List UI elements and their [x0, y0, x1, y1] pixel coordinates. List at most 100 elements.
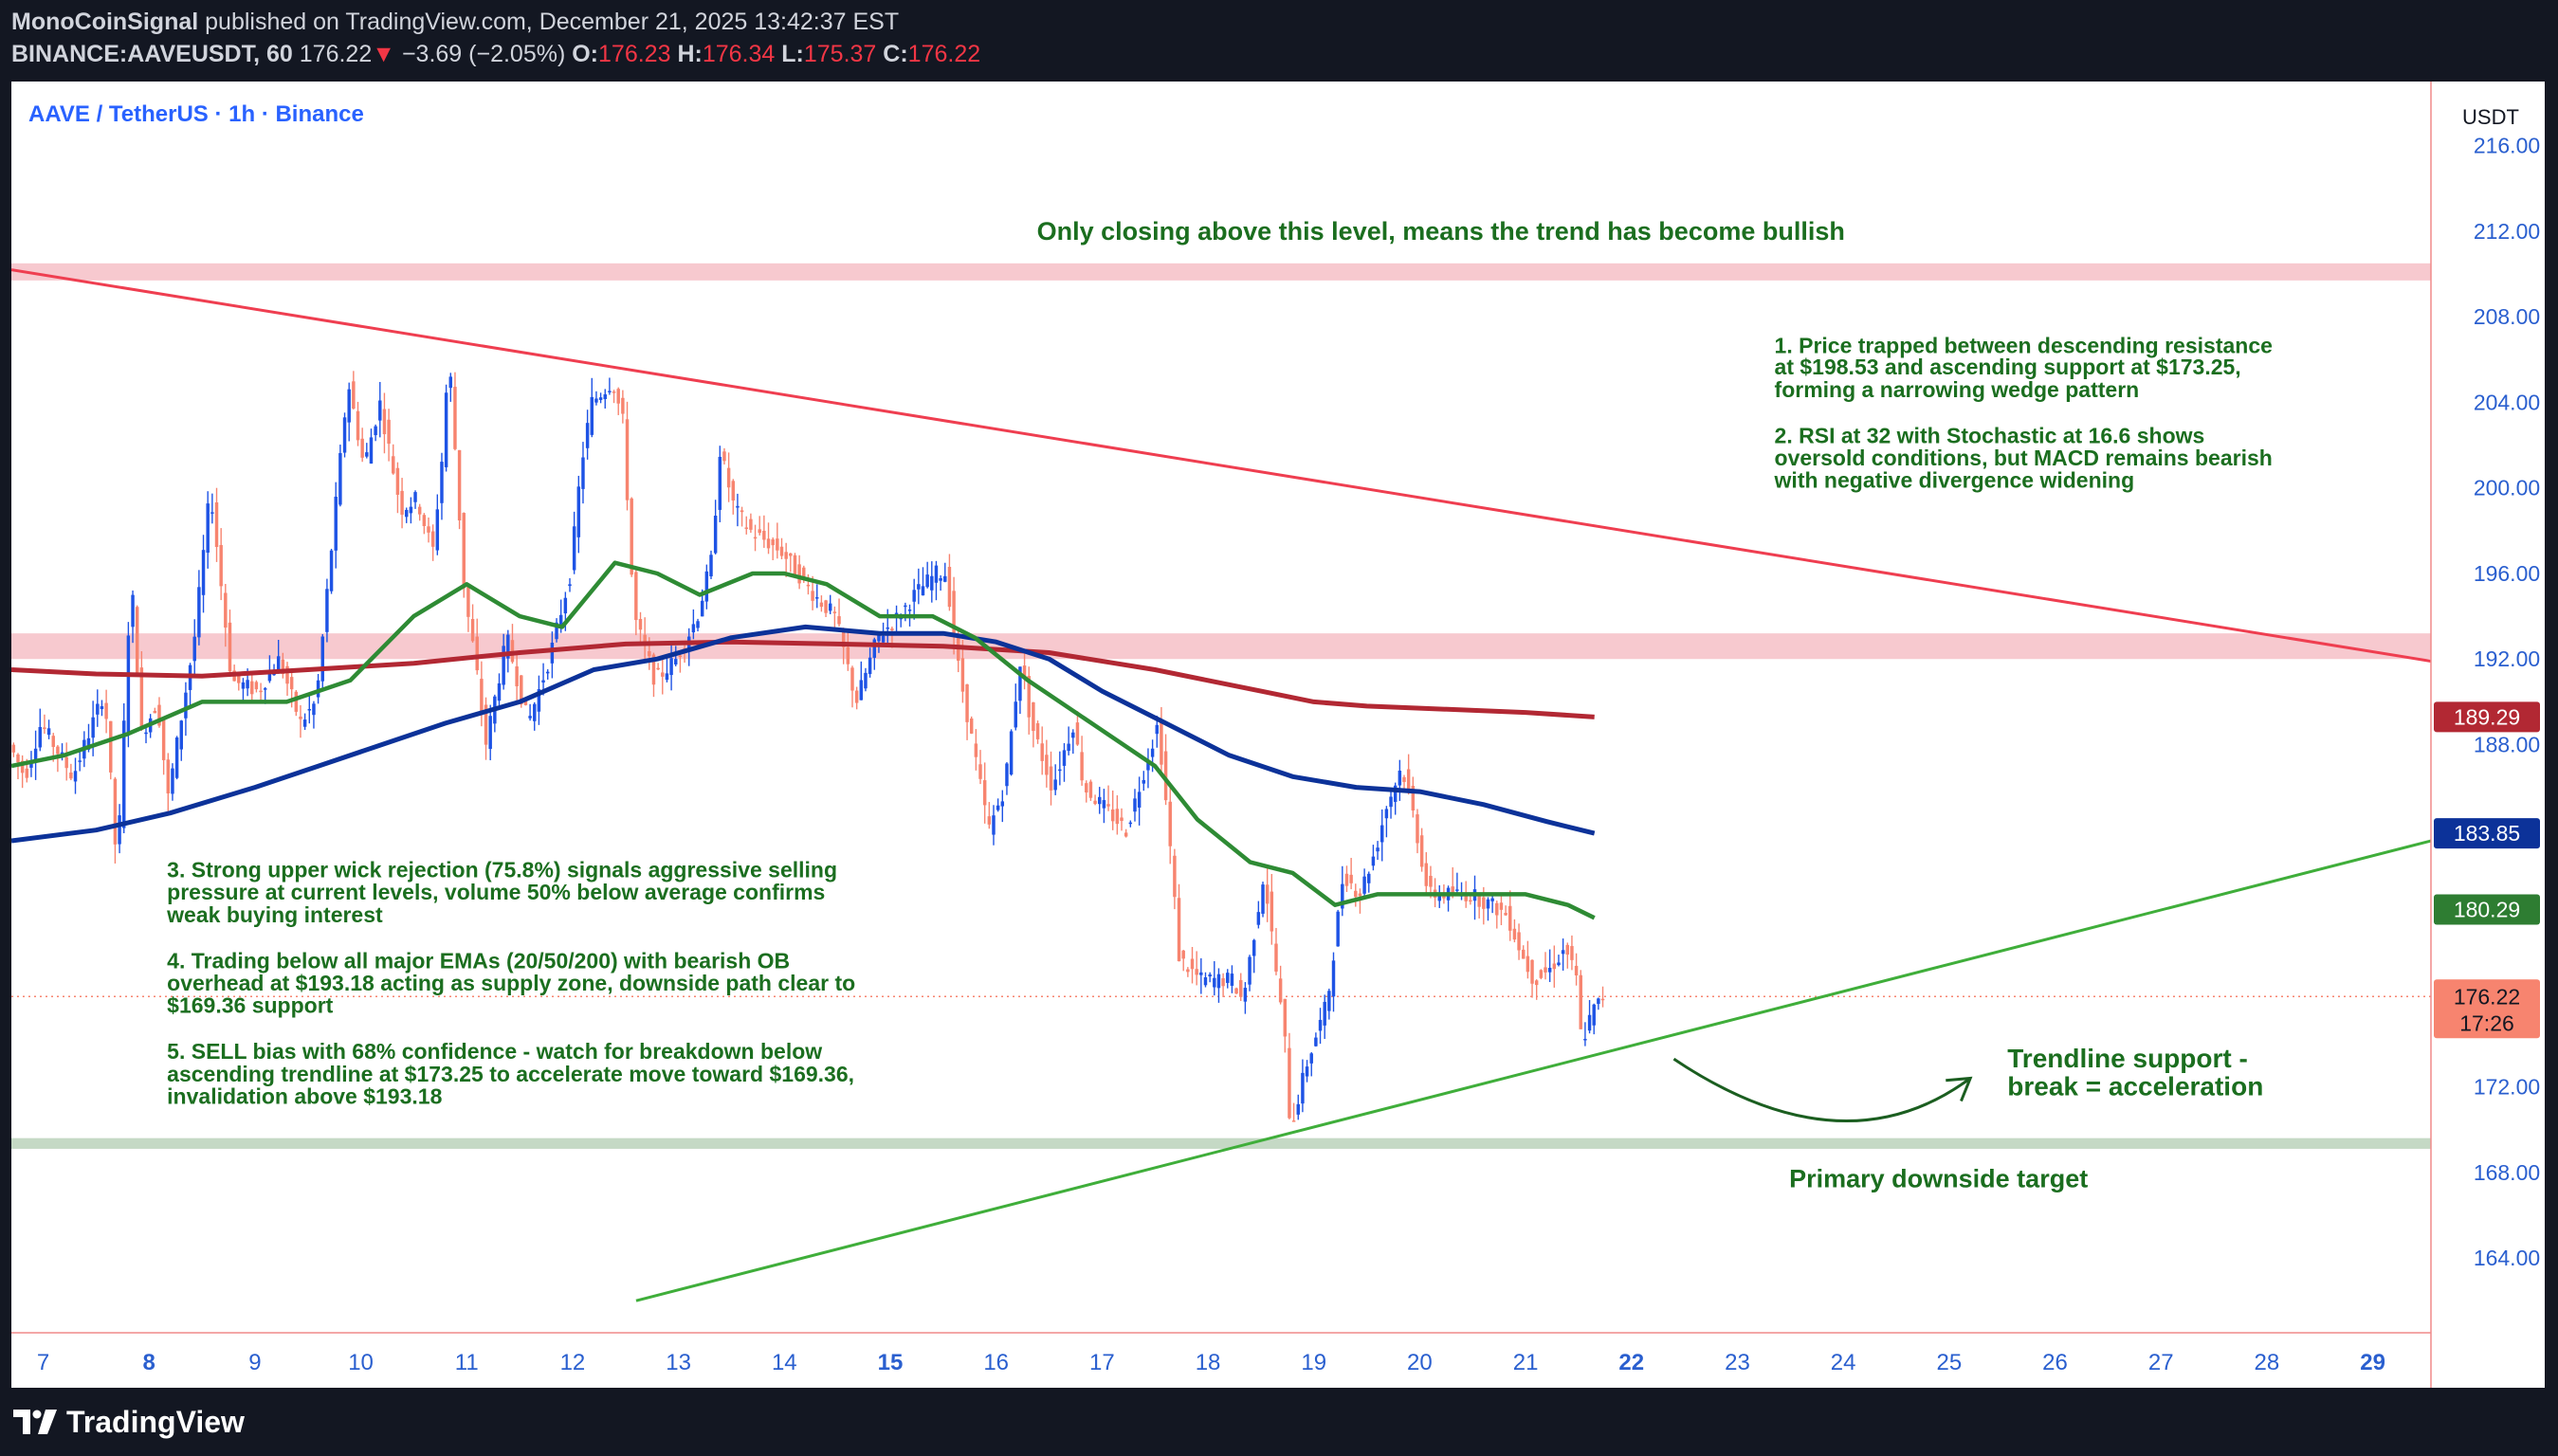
candle-body	[267, 672, 272, 682]
ema-price-label	[2434, 894, 2540, 925]
candle-body	[413, 492, 417, 502]
candle-body	[502, 646, 505, 685]
candle-body	[779, 546, 784, 556]
candle-body	[1014, 701, 1017, 728]
candle-body	[1150, 748, 1155, 757]
candle-body	[899, 617, 903, 620]
candle-body	[404, 509, 409, 518]
candle-body	[917, 584, 921, 590]
candle-body	[1022, 665, 1027, 679]
candle-body	[634, 572, 638, 621]
candle-body	[947, 567, 952, 608]
candle-body	[171, 768, 174, 794]
x-tick-label: 21	[1513, 1350, 1539, 1375]
candle-body	[294, 691, 299, 712]
annotation-text: at $198.53 and ascending support at $173…	[1775, 355, 2241, 379]
candle-body	[1341, 883, 1344, 909]
candle-body	[594, 398, 598, 403]
candle-body	[342, 417, 347, 453]
resistance-trendline[interactable]	[11, 268, 2432, 663]
y-tick-label: 172.00	[2474, 1075, 2540, 1100]
candle-body	[1274, 943, 1278, 972]
tradingview-logo[interactable]: TradingView	[13, 1403, 245, 1441]
candle-body	[299, 716, 302, 719]
candle-body	[1367, 873, 1371, 883]
candle-body	[581, 457, 585, 489]
support-trendline[interactable]	[635, 839, 2432, 1302]
candle-body	[400, 490, 404, 515]
y-tick-label: 192.00	[2474, 646, 2540, 671]
candle-body	[819, 602, 824, 608]
candle-body	[1252, 939, 1256, 956]
candle-body	[1283, 998, 1288, 1037]
candle-body	[312, 703, 316, 716]
candle-body	[488, 716, 492, 750]
candle-body	[174, 737, 179, 778]
candle-body	[1115, 809, 1120, 825]
candle-body	[1199, 972, 1203, 975]
candle-body	[1508, 905, 1512, 931]
candle-body	[1379, 825, 1384, 843]
candle-body	[797, 564, 801, 584]
candle-body	[1102, 800, 1106, 809]
publication-line: MonoCoinSignal published on TradingView.…	[11, 8, 899, 36]
y-tick-label: 200.00	[2474, 476, 2540, 500]
candle-body	[228, 622, 232, 672]
candle-body	[135, 607, 139, 677]
candle-body	[192, 636, 196, 662]
candle-body	[850, 667, 854, 691]
candle-body	[1058, 769, 1062, 772]
candle-body	[86, 737, 91, 750]
candle-body	[69, 772, 73, 779]
x-tick-label: 23	[1725, 1350, 1750, 1375]
x-tick-label: 12	[560, 1350, 586, 1375]
y-tick-label: 216.00	[2474, 134, 2540, 158]
x-tick-label: 15	[878, 1350, 904, 1375]
candle-body	[1226, 973, 1230, 983]
candle-body	[1477, 895, 1481, 907]
annotation-text: $169.36 support	[167, 993, 333, 1018]
candle-body	[978, 764, 982, 779]
x-tick-label: 8	[143, 1350, 155, 1375]
candle-body	[678, 655, 683, 658]
candle-body	[1376, 847, 1379, 852]
candle-body	[241, 682, 246, 689]
publication-header: MonoCoinSignal published on TradingView.…	[0, 0, 2558, 82]
candle-body	[960, 658, 965, 692]
candle-body	[1120, 817, 1124, 821]
candle-body	[696, 621, 700, 628]
candle-body	[709, 555, 713, 577]
candle-body	[943, 575, 947, 582]
candle-body	[510, 640, 515, 663]
candle-body	[382, 409, 387, 435]
candle-body	[704, 571, 709, 602]
candle-body	[131, 594, 135, 628]
candle-body	[576, 486, 581, 537]
candle-body	[224, 592, 228, 628]
candle-body	[656, 667, 660, 670]
candle-body	[824, 600, 828, 613]
candle-body	[1009, 731, 1014, 775]
current-price-value: 176.22	[2454, 984, 2520, 1009]
price-chart[interactable]: Only closing above this level, means the…	[11, 82, 2545, 1388]
candle-body	[1490, 898, 1494, 901]
candle-body	[1429, 875, 1433, 887]
x-tick-label: 25	[1936, 1350, 1962, 1375]
candle-body	[126, 635, 131, 735]
candle-body	[939, 577, 942, 581]
candle-body	[713, 515, 718, 554]
candle-body	[1265, 884, 1270, 904]
ema-price-label	[2434, 701, 2540, 733]
chart-area[interactable]: Only closing above this level, means the…	[11, 82, 2545, 1388]
candle-body	[736, 505, 740, 508]
open-value: 176.23	[598, 41, 671, 67]
candle-body	[427, 526, 430, 533]
annotation-text: 1. Price trapped between descending resi…	[1775, 334, 2273, 358]
publisher-name[interactable]: MonoCoinSignal	[11, 9, 199, 35]
candle-body	[392, 456, 395, 474]
candle-body	[1534, 980, 1539, 986]
candle-body	[1579, 974, 1582, 1029]
candle-body	[462, 513, 466, 589]
tradingview-logo-text: TradingView	[66, 1404, 245, 1439]
ema-price-label-text: 189.29	[2454, 704, 2520, 729]
